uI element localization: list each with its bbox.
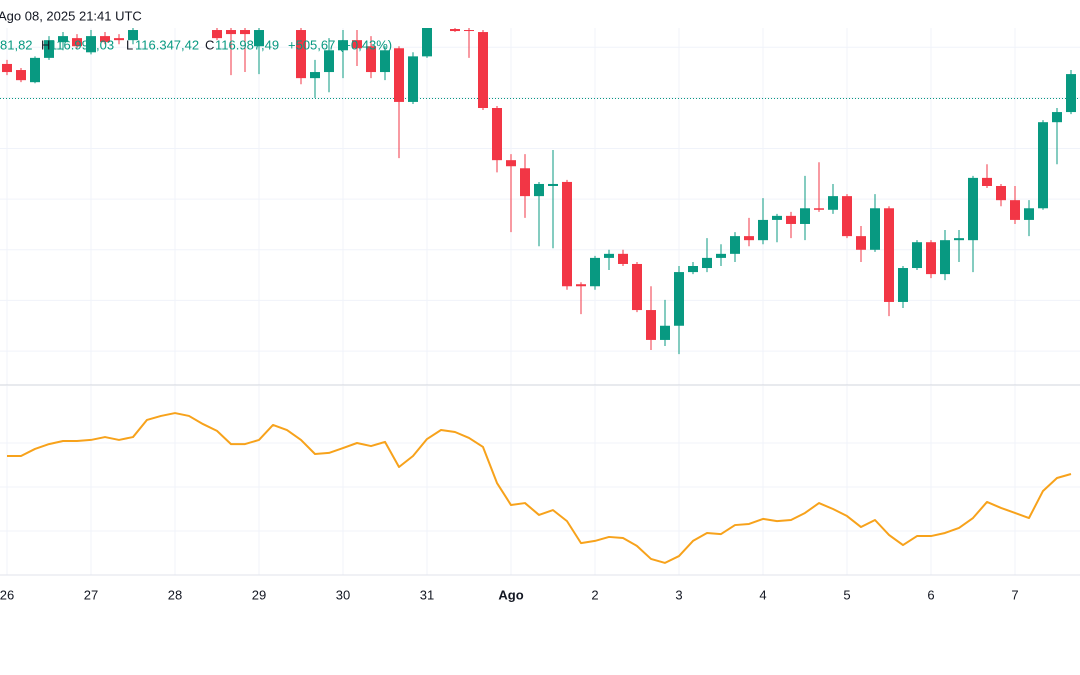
candle-body (338, 40, 348, 51)
x-tick-label: 27 (84, 587, 98, 602)
x-tick-label: 2 (591, 587, 598, 602)
candle-body (828, 196, 838, 210)
candle-body (1024, 208, 1034, 220)
close-key: C (205, 37, 214, 52)
high-key: H (41, 37, 50, 52)
candle-body (254, 30, 264, 47)
candle-body (212, 30, 222, 39)
candle-body (870, 208, 880, 250)
candle-body (786, 215, 796, 224)
candle-body (324, 50, 334, 73)
candle-body (968, 177, 978, 241)
candle-body (982, 177, 992, 186)
candle-body (744, 236, 754, 241)
candle-body (464, 30, 474, 32)
candle-body (898, 268, 908, 302)
header: Ago 08, 2025 21:41 UTC 81,82 H 116.993,0… (0, 8, 392, 52)
candle-body (422, 28, 432, 57)
candle-body (576, 284, 586, 287)
candle-body (380, 50, 390, 73)
candle-body (100, 36, 110, 43)
time-axis: 26 27 28 29 30 31 Ago 2 3 4 5 6 7 (0, 587, 1019, 602)
candle-body (114, 38, 124, 41)
candle-body (926, 242, 936, 275)
candle-body (548, 183, 558, 186)
candle-body (996, 185, 1006, 201)
candle-body (856, 236, 866, 250)
candle-body (632, 263, 642, 311)
candle-body (716, 253, 726, 258)
candle-body (884, 208, 894, 302)
candle-body (506, 160, 516, 167)
candle-body (58, 36, 68, 43)
candle-body (702, 257, 712, 269)
candle-body (534, 183, 544, 197)
candle-body (590, 257, 600, 287)
open-value: 81,82 (0, 37, 33, 52)
candle-body (44, 40, 54, 58)
datetime: Ago 08, 2025 21:41 UTC (0, 8, 142, 23)
candle-body (1038, 122, 1048, 209)
candle-body (72, 38, 82, 47)
low-value: 116.347,42 (135, 37, 199, 52)
candle-body (940, 240, 950, 275)
candle-body (366, 46, 376, 73)
candle-body (394, 48, 404, 102)
candle-body (310, 72, 320, 79)
candle-body (296, 30, 306, 79)
candle-body (408, 56, 418, 102)
candle-body (16, 70, 26, 81)
x-tick-label: 31 (420, 587, 434, 602)
candle-body (240, 30, 250, 35)
x-tick-label: 5 (843, 587, 850, 602)
close-value: 116.987,49 (215, 37, 279, 52)
x-tick-label: 3 (675, 587, 682, 602)
candle-body (1052, 112, 1062, 123)
change-value: +505,67 (+0,43%) (288, 37, 392, 52)
x-tick-label: 29 (252, 587, 266, 602)
x-tick-label: 7 (1011, 587, 1018, 602)
high-value: 116.993,03 (50, 37, 114, 52)
candle-body (912, 242, 922, 269)
candle-body (450, 29, 460, 32)
candle-body (604, 253, 614, 258)
candle-body (226, 30, 236, 35)
candle-body (30, 57, 40, 83)
candle-body (688, 266, 698, 273)
candle-body (758, 219, 768, 241)
candle-body (352, 40, 362, 49)
candle-body (772, 215, 782, 220)
candle-body (562, 181, 572, 287)
candle-body (954, 238, 964, 241)
candle-body (842, 196, 852, 237)
x-tick-label: 28 (168, 587, 182, 602)
x-tick-label: 26 (0, 587, 14, 602)
rsi-line (7, 412, 1072, 564)
candle-body (478, 32, 488, 109)
low-key: L (126, 37, 133, 52)
x-tick-label: 4 (759, 587, 766, 602)
candle-body (730, 236, 740, 254)
candle-body (1066, 74, 1076, 113)
candle-body (86, 36, 96, 53)
x-tick-label: 30 (336, 587, 350, 602)
candle-body (520, 168, 530, 197)
x-tick-label: Ago (498, 587, 523, 602)
candle-body (2, 63, 12, 73)
candle-body (814, 208, 824, 210)
candle-body (492, 108, 502, 161)
grid (0, 28, 1080, 575)
candle-body (800, 208, 810, 224)
candle-body (618, 253, 628, 264)
candle-body (674, 272, 684, 326)
x-tick-label: 6 (927, 587, 934, 602)
candle-body (646, 310, 656, 340)
rsi-pane (7, 412, 1072, 564)
candle-body (128, 30, 138, 41)
price-pane (0, 28, 1080, 355)
candle-body (1010, 200, 1020, 220)
candle-body (660, 325, 670, 340)
